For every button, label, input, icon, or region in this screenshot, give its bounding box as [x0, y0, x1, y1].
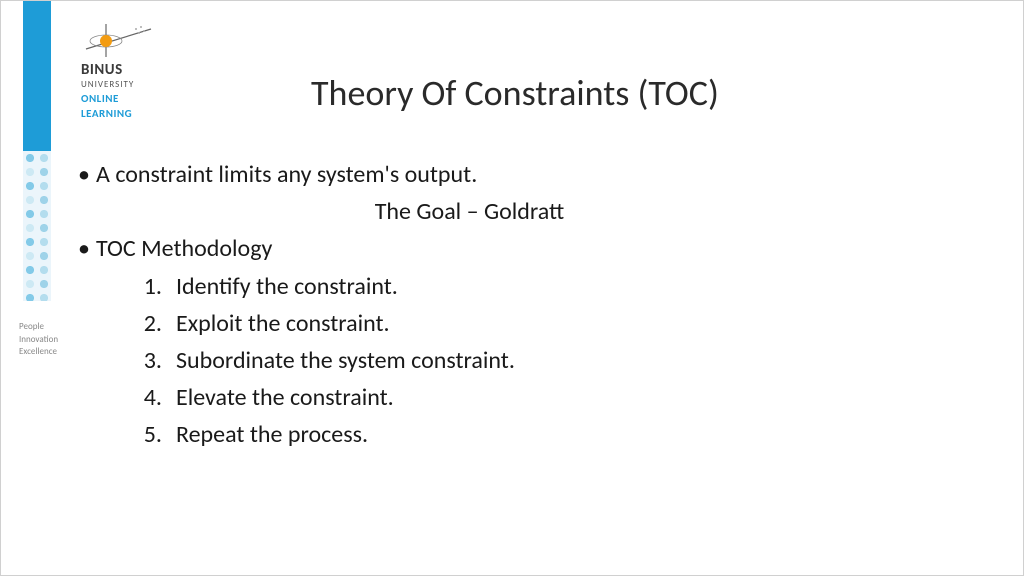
list-number: 4. — [136, 379, 176, 416]
numbered-list: 1. Identify the constraint. 2. Exploit t… — [76, 268, 983, 454]
slide-title: Theory Of Constraints (TOC) — [311, 71, 719, 115]
list-number: 1. — [136, 268, 176, 305]
bullet-text: A constraint limits any system's output. — [96, 156, 477, 193]
sidebar-pattern-bar — [23, 151, 51, 301]
bullet-text: TOC Methodology — [96, 230, 272, 267]
list-number: 5. — [136, 416, 176, 453]
logo: BINUS UNIVERSITY ONLINE LEARNING — [81, 19, 221, 120]
list-text: Identify the constraint. — [176, 268, 398, 305]
list-number: 2. — [136, 305, 176, 342]
list-text: Exploit the constraint. — [176, 305, 390, 342]
list-text: Repeat the process. — [176, 416, 368, 453]
slide-content: • A constraint limits any system's outpu… — [76, 156, 983, 454]
slide: People Innovation Excellence BINUS UNIVE… — [0, 0, 1024, 576]
bullet-item: • A constraint limits any system's outpu… — [76, 156, 983, 193]
list-text: Elevate the constraint. — [176, 379, 394, 416]
logo-online-1: ONLINE — [81, 92, 221, 105]
logo-brand: BINUS — [81, 61, 221, 79]
logo-online-2: LEARNING — [81, 107, 221, 120]
tagline-line: Innovation — [19, 334, 58, 347]
tagline-line: People — [19, 321, 58, 334]
list-text: Subordinate the system constraint. — [176, 342, 515, 379]
sidebar-solid-bar — [23, 1, 51, 151]
sub-line: The Goal – Goldratt — [76, 193, 983, 230]
logo-graphic — [81, 19, 161, 59]
list-item: 3. Subordinate the system constraint. — [136, 342, 983, 379]
list-number: 3. — [136, 342, 176, 379]
list-item: 5. Repeat the process. — [136, 416, 983, 453]
tagline: People Innovation Excellence — [19, 321, 58, 359]
logo-sub: UNIVERSITY — [81, 79, 221, 90]
bullet-dot-icon: • — [76, 156, 96, 193]
list-item: 1. Identify the constraint. — [136, 268, 983, 305]
bullet-dot-icon: • — [76, 230, 96, 267]
list-item: 2. Exploit the constraint. — [136, 305, 983, 342]
tagline-line: Excellence — [19, 346, 58, 359]
bullet-item: • TOC Methodology — [76, 230, 983, 267]
list-item: 4. Elevate the constraint. — [136, 379, 983, 416]
sidebar-decoration — [23, 1, 51, 301]
